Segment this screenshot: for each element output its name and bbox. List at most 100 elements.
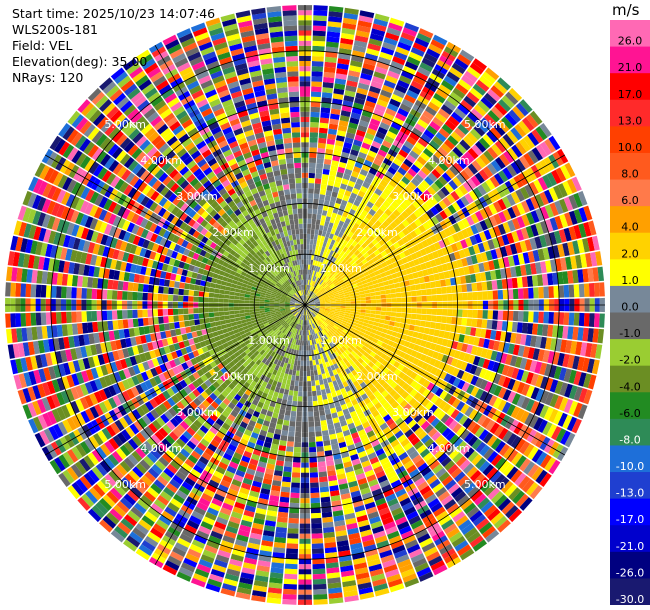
velocity-bin xyxy=(357,173,366,181)
velocity-bin xyxy=(594,313,600,328)
velocity-bin xyxy=(493,340,500,351)
velocity-bin xyxy=(284,563,298,570)
velocity-bin xyxy=(557,325,564,339)
velocity-bin xyxy=(595,344,603,359)
velocity-bin xyxy=(527,347,535,359)
velocity-bin xyxy=(448,375,457,385)
velocity-bin xyxy=(387,103,399,112)
velocity-bin xyxy=(316,441,324,447)
velocity-bin xyxy=(352,283,358,288)
velocity-bin xyxy=(322,82,334,89)
velocity-bin xyxy=(431,336,439,344)
velocity-bin xyxy=(343,141,353,149)
velocity-bin xyxy=(329,283,335,288)
velocity-bin xyxy=(338,291,344,295)
velocity-bin xyxy=(496,363,505,375)
velocity-bin xyxy=(448,269,455,278)
velocity-bin xyxy=(489,127,502,140)
velocity-bin xyxy=(307,264,311,270)
velocity-bin xyxy=(410,380,418,389)
velocity-bin xyxy=(436,294,443,302)
velocity-bin xyxy=(340,309,346,313)
velocity-bin xyxy=(334,145,343,152)
velocity-bin xyxy=(334,282,340,287)
velocity-bin xyxy=(305,305,310,307)
velocity-bin xyxy=(305,274,308,280)
velocity-bin xyxy=(562,414,573,430)
velocity-bin xyxy=(375,153,385,162)
velocity-bin xyxy=(507,207,517,219)
velocity-bin xyxy=(482,310,488,319)
velocity-bin xyxy=(310,303,316,305)
velocity-bin xyxy=(354,249,361,256)
velocity-bin xyxy=(312,208,318,215)
velocity-bin xyxy=(321,174,329,180)
velocity-bin xyxy=(540,376,549,390)
velocity-bin xyxy=(357,190,366,198)
velocity-bin xyxy=(329,275,335,281)
velocity-bin xyxy=(323,163,331,170)
velocity-bin xyxy=(300,360,304,366)
velocity-bin xyxy=(468,246,476,256)
velocity-bin xyxy=(311,281,315,287)
velocity-bin xyxy=(389,98,401,108)
velocity-bin xyxy=(595,251,603,266)
velocity-bin xyxy=(480,328,487,338)
velocity-bin xyxy=(328,123,338,130)
velocity-bin xyxy=(432,34,448,46)
velocity-bin xyxy=(306,233,311,240)
velocity-bin xyxy=(310,292,314,297)
velocity-bin xyxy=(521,214,531,227)
velocity-bin xyxy=(319,122,329,129)
velocity-bin xyxy=(477,357,486,368)
velocity-bin xyxy=(281,481,291,488)
velocity-bin xyxy=(393,217,402,226)
velocity-bin xyxy=(318,279,323,284)
velocity-bin xyxy=(321,179,328,185)
velocity-bin xyxy=(467,147,479,160)
velocity-bin xyxy=(307,391,312,397)
velocity-bin xyxy=(327,21,342,28)
velocity-bin xyxy=(329,322,335,327)
velocity-bin xyxy=(512,288,519,299)
velocity-bin xyxy=(321,210,328,216)
velocity-bin xyxy=(341,285,348,290)
velocity-bin xyxy=(575,254,583,269)
velocity-bin xyxy=(538,311,544,324)
velocity-bin xyxy=(474,233,483,244)
velocity-bin xyxy=(411,177,421,187)
velocity-bin xyxy=(305,303,310,305)
velocity-bin xyxy=(544,138,557,153)
velocity-bin xyxy=(535,222,544,236)
velocity-bin xyxy=(418,28,434,39)
velocity-bin xyxy=(317,284,322,290)
velocity-bin xyxy=(396,307,402,313)
velocity-bin xyxy=(287,436,295,442)
velocity-bin xyxy=(489,175,500,188)
velocity-bin xyxy=(480,348,488,358)
velocity-bin xyxy=(511,230,520,243)
velocity-bin xyxy=(479,231,487,242)
velocity-bin xyxy=(415,71,429,82)
velocity-bin xyxy=(315,283,320,289)
velocity-bin xyxy=(351,170,360,178)
velocity-bin xyxy=(372,23,387,32)
velocity-bin xyxy=(458,351,466,361)
velocity-bin xyxy=(349,117,360,125)
velocity-bin xyxy=(367,323,374,329)
velocity-bin xyxy=(410,46,425,57)
velocity-bin xyxy=(390,121,402,131)
velocity-bin xyxy=(366,127,377,136)
velocity-bin xyxy=(298,386,303,392)
velocity-bin xyxy=(330,165,338,172)
velocity-bin xyxy=(321,394,328,400)
velocity-bin xyxy=(324,310,330,314)
velocity-bin xyxy=(568,194,578,210)
velocity-bin xyxy=(358,318,365,323)
velocity-bin xyxy=(537,324,544,336)
velocity-bin xyxy=(347,331,353,337)
velocity-bin xyxy=(312,203,318,210)
velocity-bin xyxy=(413,209,422,218)
velocity-bin xyxy=(284,573,298,580)
velocity-bin xyxy=(455,241,463,251)
